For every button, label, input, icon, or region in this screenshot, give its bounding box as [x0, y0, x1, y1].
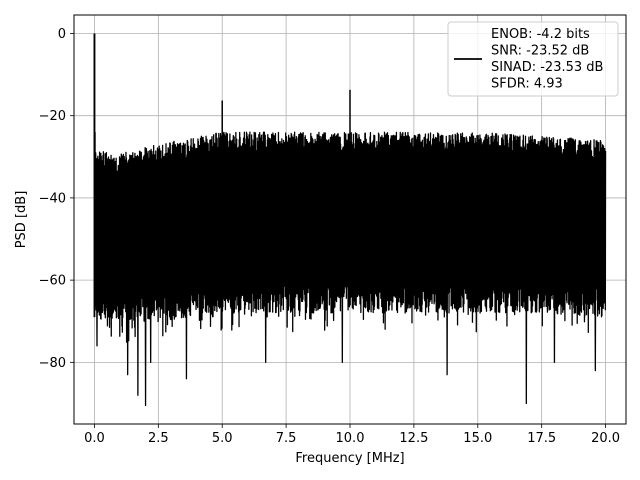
legend-entry: ENOB: -4.2 bits: [491, 27, 590, 42]
ticks: 0.0 2.5 5.0 7.5 10.0 12.5 15.0 17.5 20.0 0 −20 −40 −…: [39, 27, 620, 446]
y-axis-label: PSD [dB]: [14, 191, 29, 249]
x-tick-label: 5.0: [212, 431, 233, 446]
plot-area: [93, 33, 607, 407]
x-tick-label: 20.0: [591, 431, 620, 446]
x-tick-label: 0.0: [84, 431, 105, 446]
x-tick-label: 10.0: [336, 431, 365, 446]
y-tick-label: −60: [39, 274, 66, 289]
legend-entry: SINAD: -23.53 dB: [491, 60, 603, 75]
legend-box: [447, 21, 619, 97]
legend-entry: SFDR: 4.93: [491, 77, 563, 92]
legend-entry: SNR: -23.52 dB: [491, 44, 589, 59]
x-tick-label: 17.5: [527, 431, 556, 446]
y-tick-label: 0: [58, 27, 66, 42]
x-tick-label: 2.5: [148, 431, 169, 446]
x-tick-label: 12.5: [399, 431, 428, 446]
y-tick-label: −80: [39, 356, 66, 371]
x-axis-label: Frequency [MHz]: [295, 451, 404, 466]
psd-series-line: [93, 131, 607, 407]
x-tick-label: 15.0: [463, 431, 492, 446]
y-tick-label: −20: [39, 109, 66, 124]
y-tick-label: −40: [39, 191, 66, 206]
x-tick-label: 7.5: [276, 431, 297, 446]
